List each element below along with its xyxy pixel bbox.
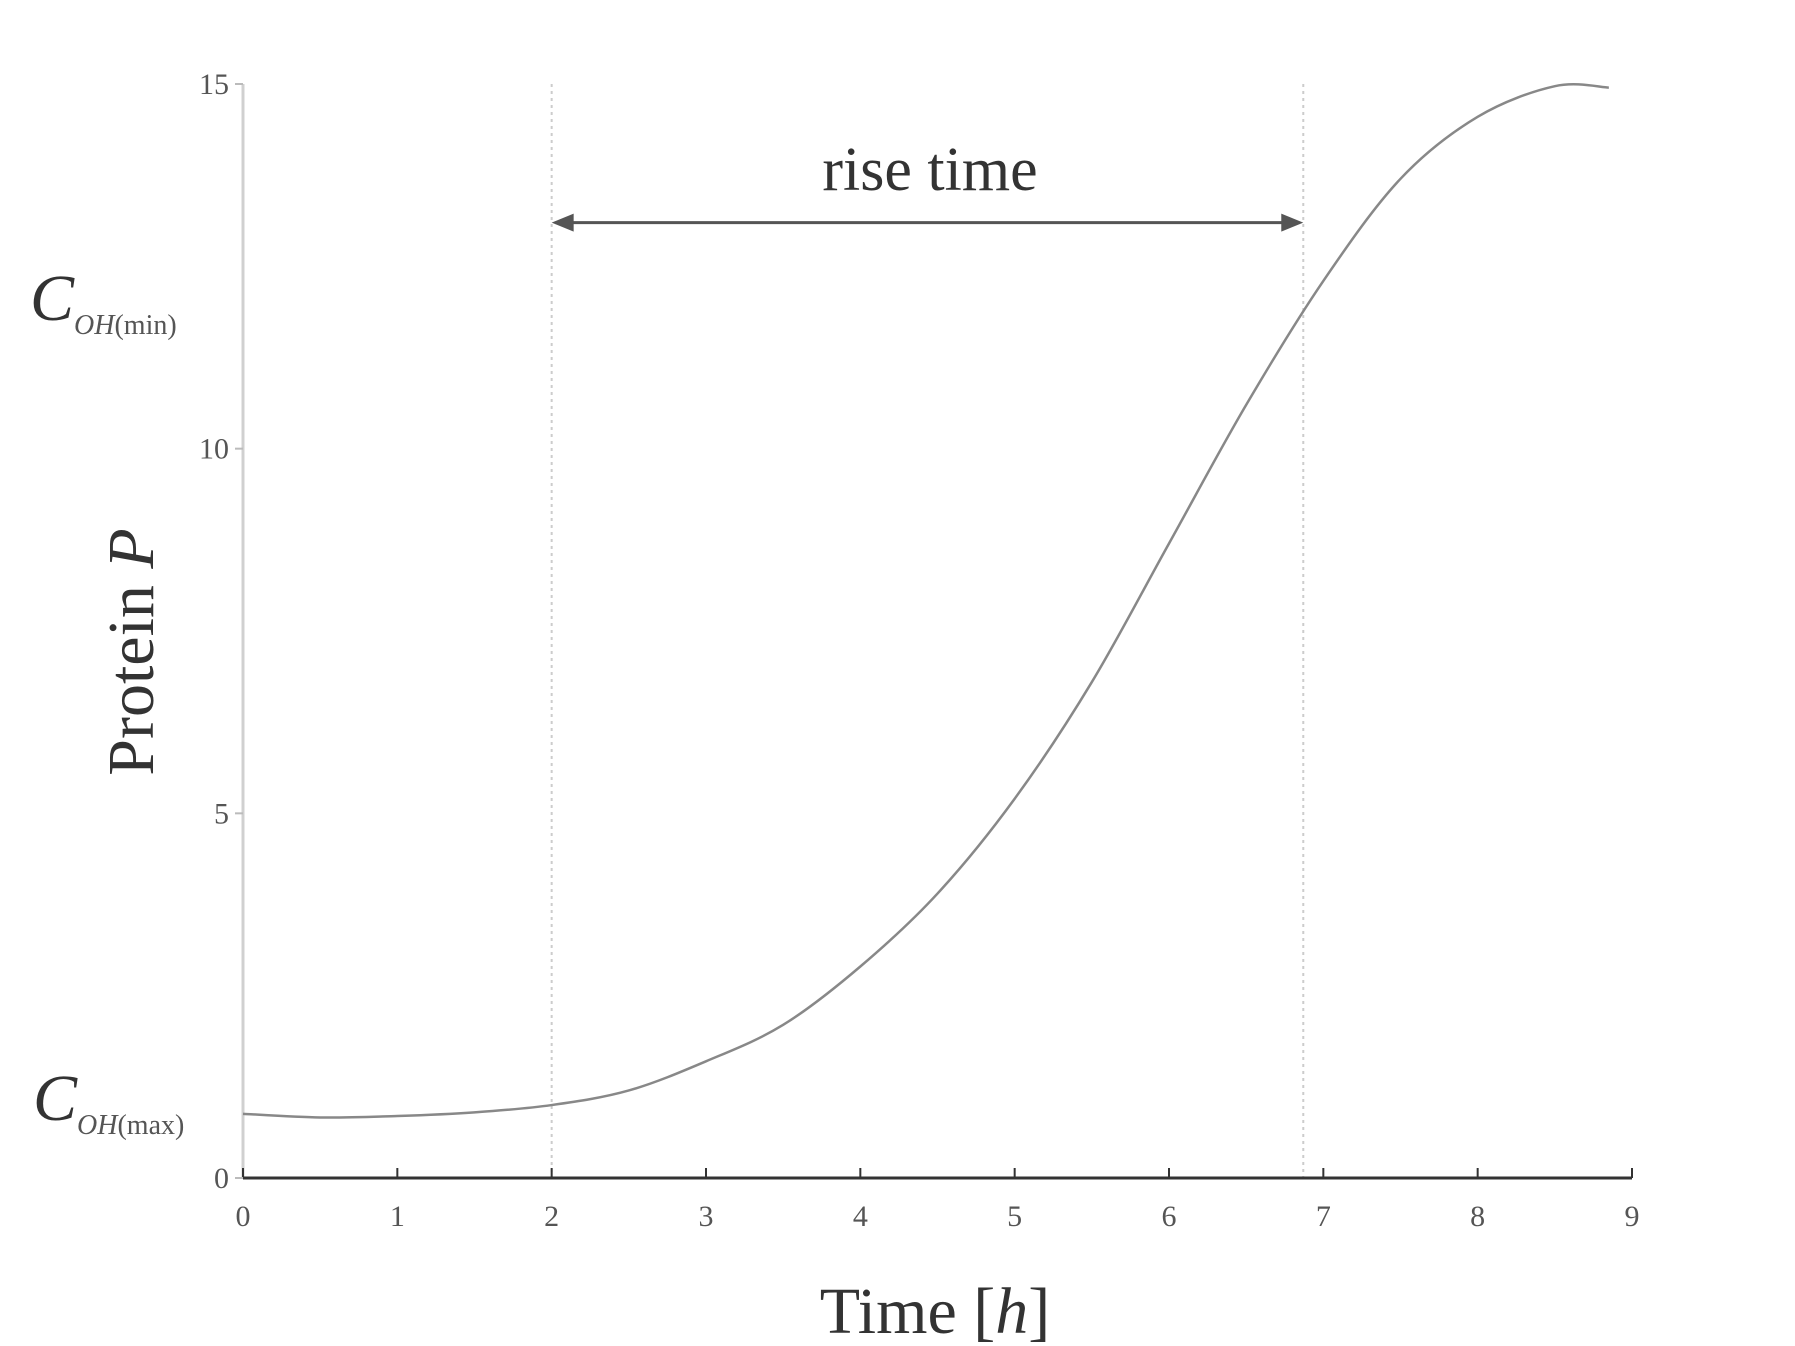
- y-tick-label: 5: [214, 797, 229, 830]
- rise-time-arrowhead-right: [1281, 213, 1304, 232]
- c-oh-min-sub-italic: OH: [74, 310, 116, 341]
- x-tick-label: 9: [1625, 1200, 1640, 1233]
- c-oh-max-sub-italic: OH: [77, 1110, 119, 1141]
- x-tick-label: 8: [1470, 1200, 1485, 1233]
- x-tick-label: 2: [544, 1200, 559, 1233]
- x-tick-label: 1: [390, 1200, 405, 1233]
- y-tick-label: 10: [199, 433, 229, 466]
- protein-curve: [242, 83, 1609, 1119]
- rise-time-label: rise time: [822, 136, 1037, 204]
- rise-time-arrowhead-left: [551, 213, 574, 232]
- c-oh-max-label: COH(max): [33, 1062, 184, 1141]
- y-axis-label: Protein P: [95, 528, 168, 775]
- y-axis-label-var: P: [95, 528, 168, 569]
- reference-lines: [550, 84, 1305, 1178]
- x-axis-label: Time [h]: [820, 1275, 1050, 1346]
- x-axis-label-var: h: [995, 1275, 1028, 1346]
- ticks: 0 1 2 3 4 5 6 7 8 9 0 5 10 15: [199, 68, 1640, 1233]
- c-oh-min-main: C: [30, 262, 75, 335]
- c-oh-max-main: C: [33, 1062, 78, 1135]
- y-tick-label: 0: [214, 1162, 229, 1195]
- x-axis-label-text: Time [: [820, 1275, 995, 1346]
- x-tick-label: 3: [699, 1200, 714, 1233]
- y-axis-label-text: Protein: [95, 569, 168, 776]
- y-tick-label: 15: [199, 68, 229, 101]
- c-oh-min-label: COH(min): [30, 262, 177, 341]
- c-oh-min-sub: (min): [114, 310, 176, 341]
- axes: [241, 84, 1632, 1180]
- x-tick-label: 4: [853, 1200, 868, 1233]
- x-tick-label: 0: [236, 1200, 251, 1233]
- annotations: rise time: [551, 136, 1304, 232]
- x-tick-label: 6: [1162, 1200, 1177, 1233]
- c-oh-max-sub: (max): [117, 1110, 184, 1141]
- x-axis-label-end: ]: [1028, 1275, 1050, 1346]
- x-tick-label: 7: [1316, 1200, 1331, 1233]
- x-tick-label: 5: [1007, 1200, 1022, 1233]
- series: [242, 83, 1609, 1119]
